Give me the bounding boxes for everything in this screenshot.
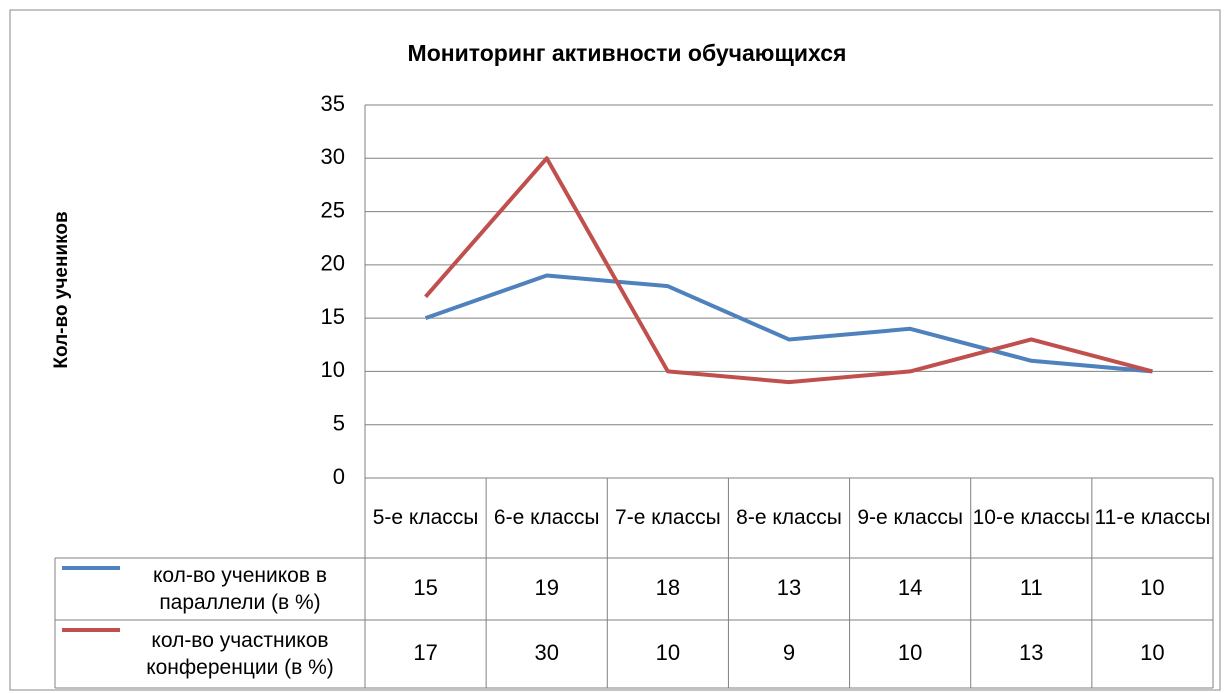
table-value: 10 [898,640,922,665]
table-value: 14 [898,575,922,600]
chart-frame [9,9,1221,691]
table-value: 15 [413,575,437,600]
x-tick-label-box: 8-е классы [736,506,842,529]
x-tick-label-box: 7-е классы [615,506,721,529]
table-value: 30 [534,640,558,665]
table-value: 11 [1020,575,1043,600]
series-line [424,156,1153,385]
y-tick-label: 20 [321,251,345,276]
x-tick-label-box: 5-е классы [372,506,479,529]
series-line [424,273,1153,374]
table-value: 10 [1140,640,1164,665]
x-tick-label: 7-е классы [615,506,721,529]
y-axis-label: Кол-во учеников [51,211,72,368]
y-tick-label: 35 [321,91,345,116]
x-tick-label: 6-е классы [493,506,600,529]
legend-label-box: кол-во участников конференции (в %) [146,629,334,679]
x-tick-label-box: 6-е классы [493,506,600,529]
y-tick-label: 10 [321,357,345,382]
x-tick-label: 9-е классы [857,506,963,529]
x-tick-label: 11-е классы [1094,506,1211,529]
chart-title: Мониторинг активности обучающихся [408,40,847,66]
legend-label-box: кол-во учеников в параллели (в %) [152,564,328,614]
x-tick-label-box: 11-е классы [1094,506,1211,529]
table-value: 13 [1019,640,1043,665]
x-tick-label: 10-е классы [972,506,1090,529]
table-value: 10 [1140,575,1164,600]
y-tick-label: 5 [333,411,345,436]
table-value: 13 [777,575,801,600]
legend-label: кол-во участников конференции (в %) [146,629,334,679]
x-tick-label-box: 10-е классы [972,506,1090,529]
x-tick-label-box: 9-е классы [857,506,963,529]
y-tick-label: 15 [321,304,345,329]
table-value: 18 [656,575,680,600]
x-tick-label: 5-е классы [372,506,479,529]
legend-label: кол-во учеников в параллели (в %) [152,564,328,614]
table-value: 9 [783,640,795,665]
table-value: 17 [413,640,437,665]
y-tick-label: 25 [321,197,345,222]
y-tick-label: 30 [321,144,345,169]
x-tick-label: 8-е классы [736,506,842,529]
table-value: 10 [656,640,680,665]
y-tick-label: 0 [333,464,345,489]
table-value: 19 [534,575,558,600]
